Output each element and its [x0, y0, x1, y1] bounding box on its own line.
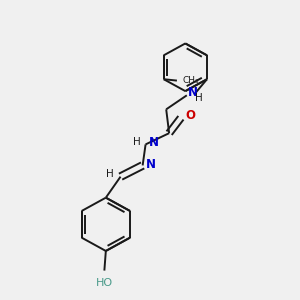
Text: N: N: [188, 86, 198, 99]
Text: HO: HO: [96, 278, 113, 288]
Text: CH₃: CH₃: [182, 76, 199, 85]
Text: N: N: [146, 158, 156, 170]
Text: H: H: [134, 136, 141, 147]
Text: H: H: [195, 93, 203, 103]
Text: H: H: [106, 169, 114, 179]
Text: O: O: [185, 109, 195, 122]
Text: N: N: [149, 136, 159, 149]
